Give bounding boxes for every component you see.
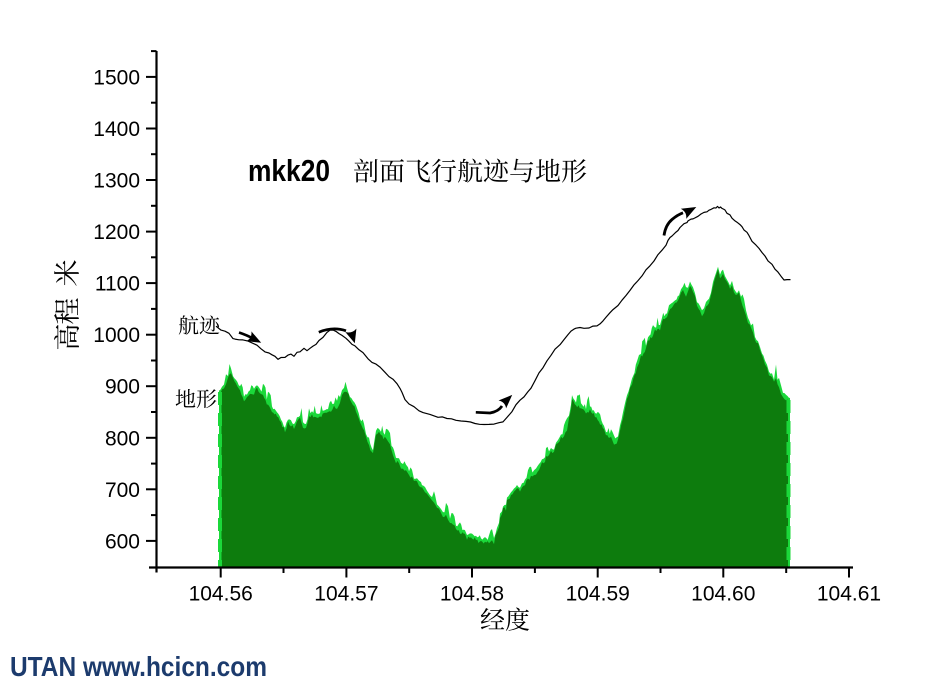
svg-text:900: 900 bbox=[105, 376, 140, 399]
svg-text:104.56: 104.56 bbox=[189, 583, 253, 606]
svg-text:104.57: 104.57 bbox=[314, 583, 378, 606]
svg-text:700: 700 bbox=[105, 479, 140, 502]
svg-text:1500: 1500 bbox=[93, 66, 140, 89]
svg-text:1200: 1200 bbox=[93, 221, 140, 244]
svg-text:104.61: 104.61 bbox=[817, 583, 881, 606]
svg-text:1000: 1000 bbox=[93, 324, 140, 347]
svg-text:104.60: 104.60 bbox=[691, 583, 755, 606]
svg-text:UTAN www.hcicn.com: UTAN www.hcicn.com bbox=[10, 651, 267, 682]
svg-text:1300: 1300 bbox=[93, 170, 140, 193]
svg-text:1400: 1400 bbox=[93, 118, 140, 141]
svg-text:mkk20: mkk20 bbox=[248, 153, 330, 188]
svg-text:104.58: 104.58 bbox=[440, 583, 504, 606]
svg-text:1100: 1100 bbox=[95, 273, 140, 296]
svg-text:800: 800 bbox=[105, 427, 140, 450]
svg-text:600: 600 bbox=[105, 530, 140, 553]
svg-text:104.59: 104.59 bbox=[566, 583, 630, 606]
